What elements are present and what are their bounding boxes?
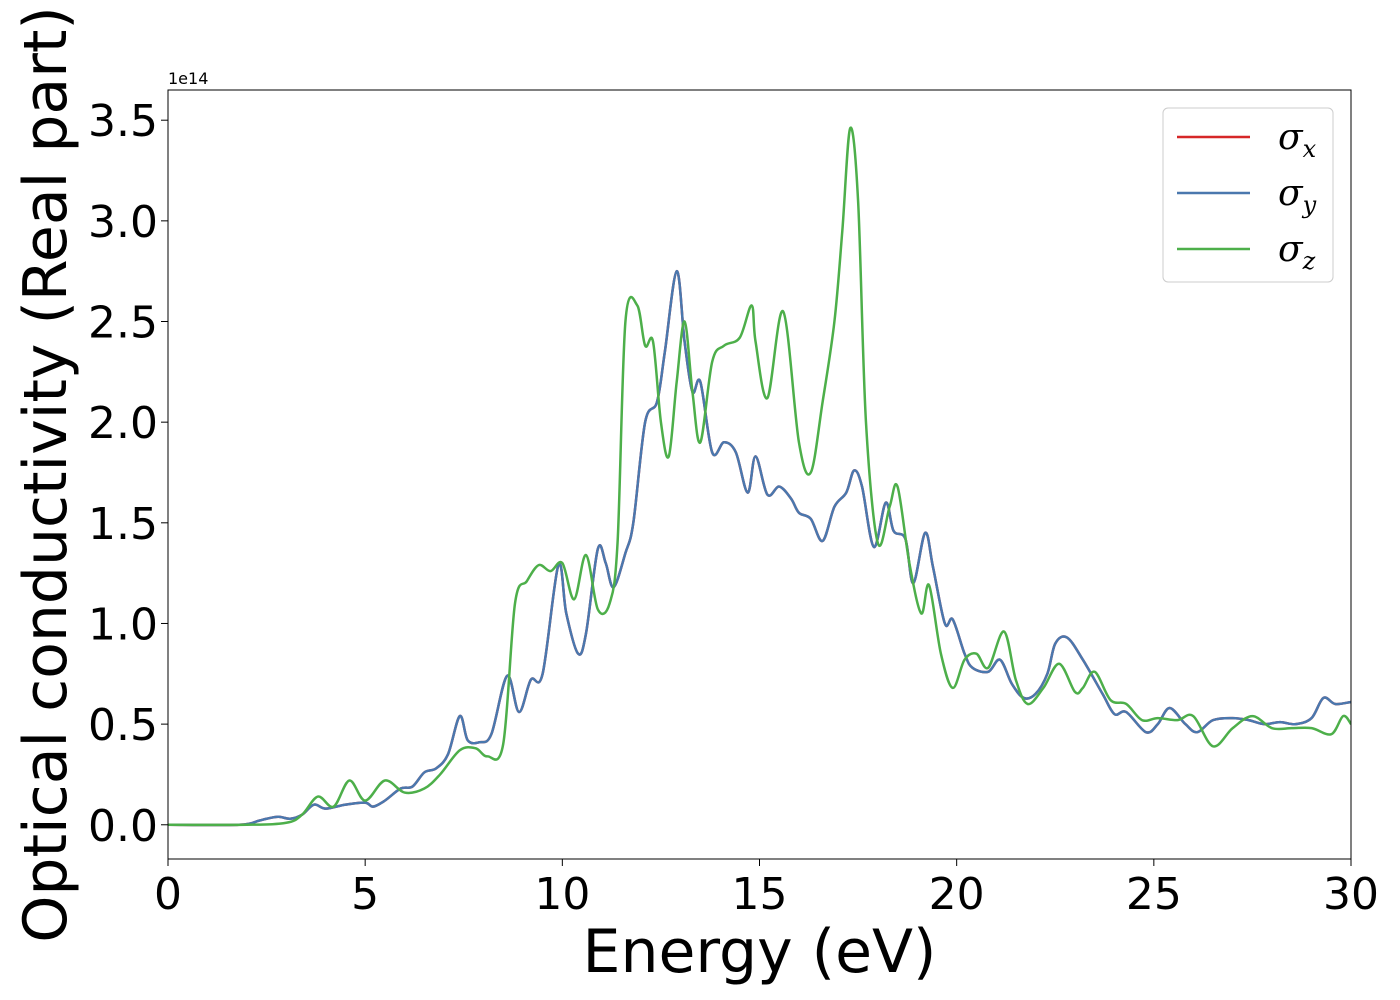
x-tick-label: 15 [732, 869, 788, 920]
y-tick-label: 1.5 [88, 499, 158, 550]
legend-subscript: z [1302, 247, 1316, 275]
y-axis-label: Optical conductivity (Real part) [11, 6, 81, 943]
x-tick-label: 5 [351, 869, 379, 920]
y-tick-label: 3.5 [88, 96, 158, 147]
x-tick-label: 0 [154, 869, 182, 920]
legend-subscript: x [1303, 135, 1317, 163]
x-tick-label: 30 [1323, 869, 1379, 920]
legend-item-y: σy [1177, 173, 1317, 219]
x-axis: 0 5 10 15 20 25 30 [154, 859, 1379, 920]
legend-label-y: σy [1278, 173, 1317, 219]
y-axis-offset-label: 1e14 [168, 69, 208, 88]
series-layer [168, 126, 1351, 827]
x-axis-label: Energy (eV) [583, 917, 937, 987]
legend-symbol: σ [1278, 173, 1304, 214]
x-tick-label: 20 [929, 869, 985, 920]
y-axis: 0.0 0.5 1.0 1.5 2.0 2.5 3.0 3.5 [88, 96, 168, 852]
legend-label-x: σx [1278, 117, 1317, 163]
y-tick-label: 0.5 [88, 700, 158, 751]
legend-box [1162, 107, 1334, 283]
legend-symbol: σ [1278, 117, 1304, 158]
series-line-z [168, 126, 1351, 827]
legend-item-x: σx [1177, 117, 1317, 163]
y-tick-label: 2.5 [88, 298, 158, 349]
y-tick-label: 0.0 [88, 801, 158, 852]
legend-subscript: y [1302, 191, 1317, 219]
y-tick-label: 2.0 [88, 398, 158, 449]
x-tick-label: 25 [1126, 869, 1182, 920]
legend-item-z: σz [1177, 229, 1316, 275]
y-tick-label: 1.0 [88, 599, 158, 650]
legend-label-z: σz [1278, 229, 1316, 275]
legend-symbol: σ [1278, 229, 1304, 270]
x-tick-label: 10 [534, 869, 590, 920]
series-line-y [168, 269, 1351, 827]
y-tick-label: 3.0 [88, 197, 158, 248]
